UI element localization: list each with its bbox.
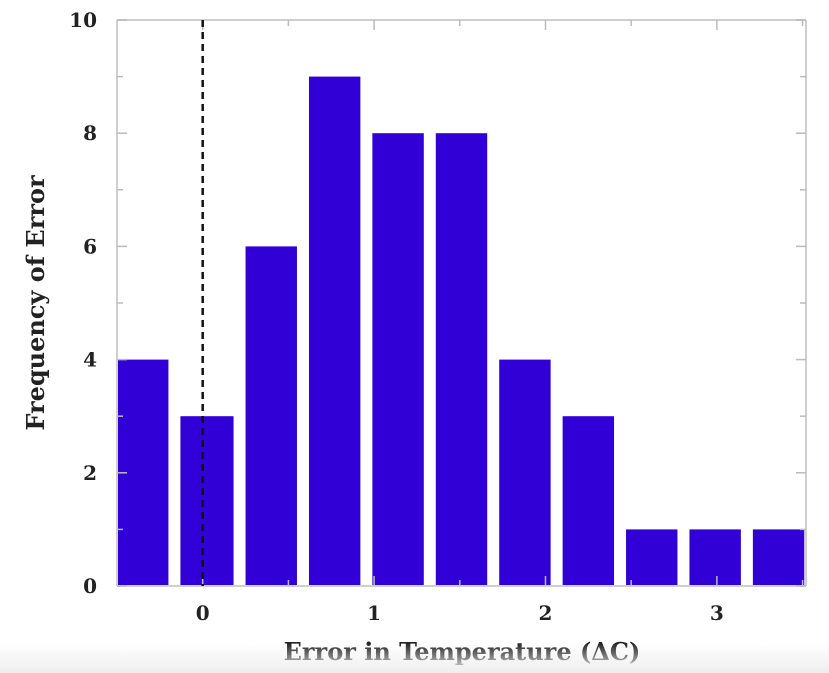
y-tick-label: 4: [83, 348, 97, 372]
y-tick-label: 0: [83, 574, 97, 598]
histogram-bar-2: [245, 246, 297, 586]
histogram-bar-7: [562, 416, 615, 586]
y-axis-title: Frequency of Error: [21, 175, 50, 431]
x-tick-labels: 0 1 2 3: [196, 601, 724, 625]
bars-group: [117, 76, 805, 586]
histogram-bar-9: [689, 529, 741, 586]
y-tick-label: 8: [83, 121, 97, 145]
x-tick-label: 3: [710, 601, 724, 625]
y-tick-label: 2: [83, 461, 97, 485]
y-tick-labels: 0 2 4 6 8 10: [69, 8, 97, 598]
histogram-bar-8: [626, 529, 678, 586]
x-tick-label: 1: [367, 601, 381, 625]
histogram-bar-3: [308, 76, 361, 586]
x-tick-label: 0: [196, 601, 210, 625]
y-tick-label: 10: [69, 8, 97, 32]
y-tick-label: 6: [83, 234, 97, 258]
histogram-bar-10: [752, 529, 805, 586]
histogram-bar-1: [180, 416, 234, 586]
histogram-bar-4: [372, 133, 424, 586]
x-tick-label: 2: [539, 601, 553, 625]
histogram-bar-5: [435, 133, 488, 586]
histogram-bar-6: [499, 359, 551, 586]
x-axis-title: Error in Temperature (ΔC): [284, 637, 641, 666]
